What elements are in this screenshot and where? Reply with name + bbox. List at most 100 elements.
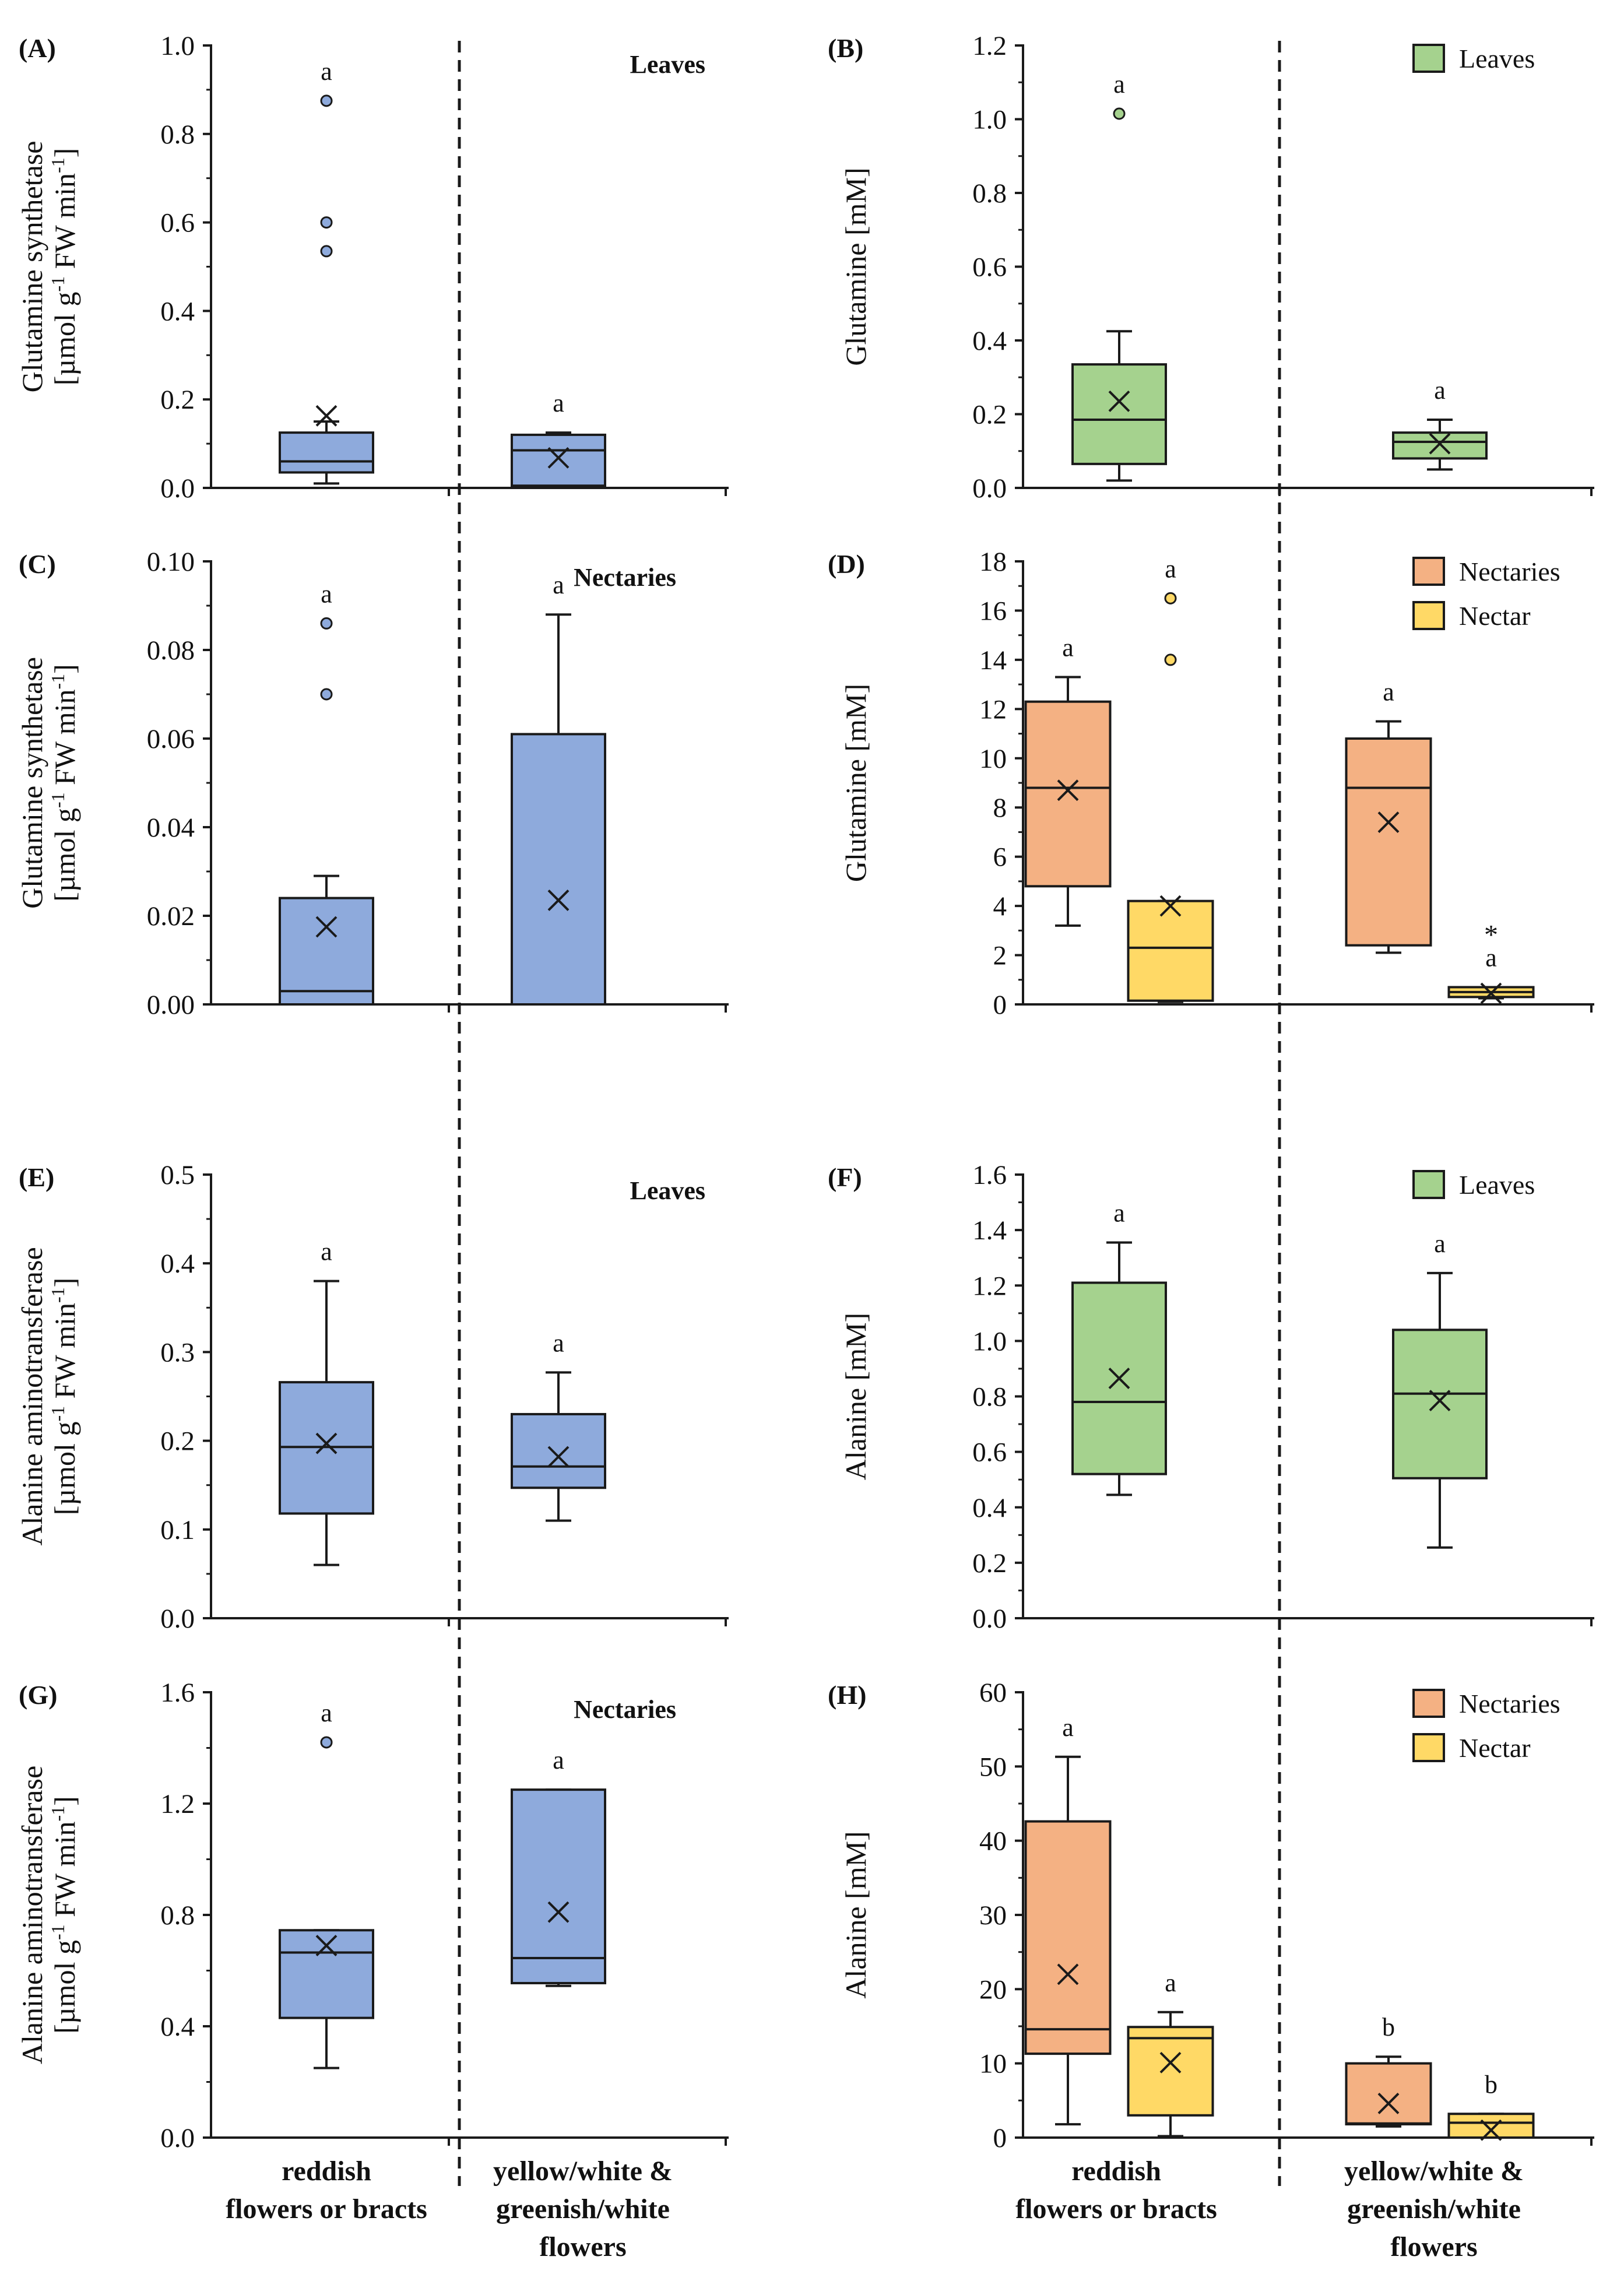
- unit-text: FW min: [48, 1822, 81, 1925]
- iqr-box: [1447, 2113, 1535, 2139]
- y-tick-label: 0.6: [972, 252, 1007, 283]
- y-tick-label: 0.04: [147, 813, 195, 843]
- y-tick-label: 1.0: [160, 31, 195, 61]
- y-tick-label: 16: [979, 596, 1007, 626]
- iqr-box: [1024, 700, 1112, 888]
- box-reddish-single: a: [1071, 70, 1167, 482]
- y-tick-label: 0.8: [160, 1900, 195, 1931]
- y-tick-label: 1.6: [972, 1160, 1007, 1190]
- y-axis-title: Alanine aminotransferase: [16, 1766, 48, 2064]
- iqr-box: [1392, 431, 1488, 460]
- box-reddish-single: a: [279, 1238, 374, 1566]
- significance-letter: a: [321, 1238, 332, 1266]
- mean-marker: [1429, 433, 1451, 455]
- y-tick-label: 0.10: [147, 547, 195, 577]
- y-tick-label: 0.02: [147, 901, 195, 932]
- y-tick-label: 0.0: [160, 1604, 195, 1634]
- significance-star: *: [1484, 919, 1498, 950]
- y-tick-label: 1.6: [160, 1678, 195, 1708]
- legend-label: Leaves: [1459, 1170, 1535, 1200]
- iqr-box: [279, 431, 374, 474]
- y-axis-units: [µmol g-1 FW min-1]: [47, 664, 81, 902]
- iqr-box: [1127, 899, 1214, 1002]
- y-tick-label: 14: [979, 645, 1007, 676]
- y-tick-label: 10: [979, 2049, 1007, 2079]
- superscript: -1: [47, 1924, 68, 1940]
- box-yellow-white-single: a: [511, 1746, 606, 1987]
- y-tick-label: 1.0: [972, 105, 1007, 135]
- y-tick-label: 0.8: [972, 1382, 1007, 1412]
- y-tick-label: 0.0: [972, 1604, 1007, 1634]
- y-tick-label: 0.4: [160, 296, 195, 326]
- y-tick-label: 2: [993, 941, 1007, 971]
- x-group-label: greenish/white: [1347, 2194, 1521, 2224]
- box-reddish-single: a: [279, 1699, 374, 2069]
- unit-text: ]: [48, 1278, 81, 1288]
- panel-e: (E) 0.0 0.1 0.2 0.3 0.4 0.5 Alanine aminotransf…: [16, 1160, 729, 1634]
- y-tick-label: 0.0: [160, 2123, 195, 2153]
- iqr-box: [1024, 1820, 1112, 2055]
- unit-text: [µmol g: [48, 292, 81, 386]
- legend-label: Nectaries: [1459, 557, 1560, 586]
- y-tick-label: 12: [979, 694, 1007, 725]
- iqr-box: [279, 897, 374, 1006]
- legend-swatch: [1412, 44, 1445, 73]
- box-yellow-white-left: a: [1345, 677, 1432, 954]
- panel-label: (B): [828, 33, 863, 63]
- outlier-point: [320, 245, 333, 258]
- superscript: -1: [47, 1806, 68, 1822]
- y-tick-label: 1.4: [972, 1215, 1007, 1246]
- y-tick-label: 0.0: [972, 473, 1007, 504]
- y-tick-label: 0.08: [147, 635, 195, 666]
- box-yellow-white-single: a: [511, 571, 606, 1006]
- mean-marker: [547, 1446, 570, 1468]
- y-tick-label: 0.06: [147, 724, 195, 754]
- legend: Leaves: [630, 50, 705, 79]
- y-tick-label: 0.4: [160, 1249, 195, 1279]
- y-tick-label: 0.8: [972, 178, 1007, 209]
- iqr-box: [1392, 1328, 1488, 1479]
- x-group-label: flowers or bracts: [226, 2194, 427, 2224]
- iqr-box: [1345, 737, 1432, 947]
- outlier-point: [1164, 653, 1177, 666]
- panel-label: (G): [19, 1680, 57, 1710]
- panel-label: (C): [19, 549, 56, 579]
- y-tick-label: 18: [979, 547, 1007, 577]
- mean-marker: [1159, 895, 1182, 917]
- x-group-label: reddish: [282, 2156, 371, 2187]
- legend: Leaves: [630, 1176, 705, 1205]
- y-tick-label: 0.6: [972, 1438, 1007, 1468]
- x-group-label: flowers: [539, 2231, 626, 2262]
- box-reddish-single: a: [1071, 1199, 1167, 1496]
- y-tick-label: 0.1: [160, 1515, 195, 1545]
- y-tick-label: 0.4: [972, 1493, 1007, 1523]
- outlier-point: [320, 1736, 333, 1749]
- y-tick-label: 4: [993, 891, 1007, 922]
- y-tick-label: 0.2: [160, 385, 195, 415]
- legend-swatch: [1412, 601, 1445, 630]
- iqr-box: [1127, 2026, 1214, 2117]
- box-reddish-single: a: [279, 57, 374, 485]
- x-group-label: greenish/white: [496, 2194, 670, 2224]
- panel-f: (F) 0.0 0.2 0.4 0.6 0.8 1.0 1.2 1.4 1.6 Alanine [m…: [828, 1160, 1594, 1634]
- y-tick-label: 0.4: [160, 2012, 195, 2042]
- legend: Nectaries: [574, 563, 676, 592]
- panel-c: (C) 0.00 0.02 0.04 0.06 0.08 0.10 Glutamine syn…: [16, 547, 729, 1020]
- y-tick-label: 0.3: [160, 1337, 195, 1368]
- unit-text: FW min: [48, 690, 81, 793]
- x-group-label: flowers: [1390, 2231, 1477, 2262]
- outlier-point: [320, 688, 333, 701]
- y-tick-label: 0.2: [972, 1548, 1007, 1579]
- x-group-label: reddish: [1071, 2156, 1161, 2187]
- significance-letter: a: [553, 1746, 564, 1774]
- significance-letter: a: [1165, 554, 1176, 583]
- significance-letter: b: [1382, 2013, 1395, 2041]
- mean-marker: [1377, 811, 1400, 833]
- y-axis-units: [µmol g-1 FW min-1]: [47, 1796, 81, 2034]
- mean-marker: [547, 1901, 570, 1923]
- legend-swatch: [1412, 1733, 1445, 1762]
- unit-text: FW min: [48, 173, 81, 276]
- box-reddish-single: a: [279, 579, 374, 1006]
- box-yellow-white-single: a: [511, 389, 606, 487]
- legend: Leaves: [1412, 1170, 1535, 1200]
